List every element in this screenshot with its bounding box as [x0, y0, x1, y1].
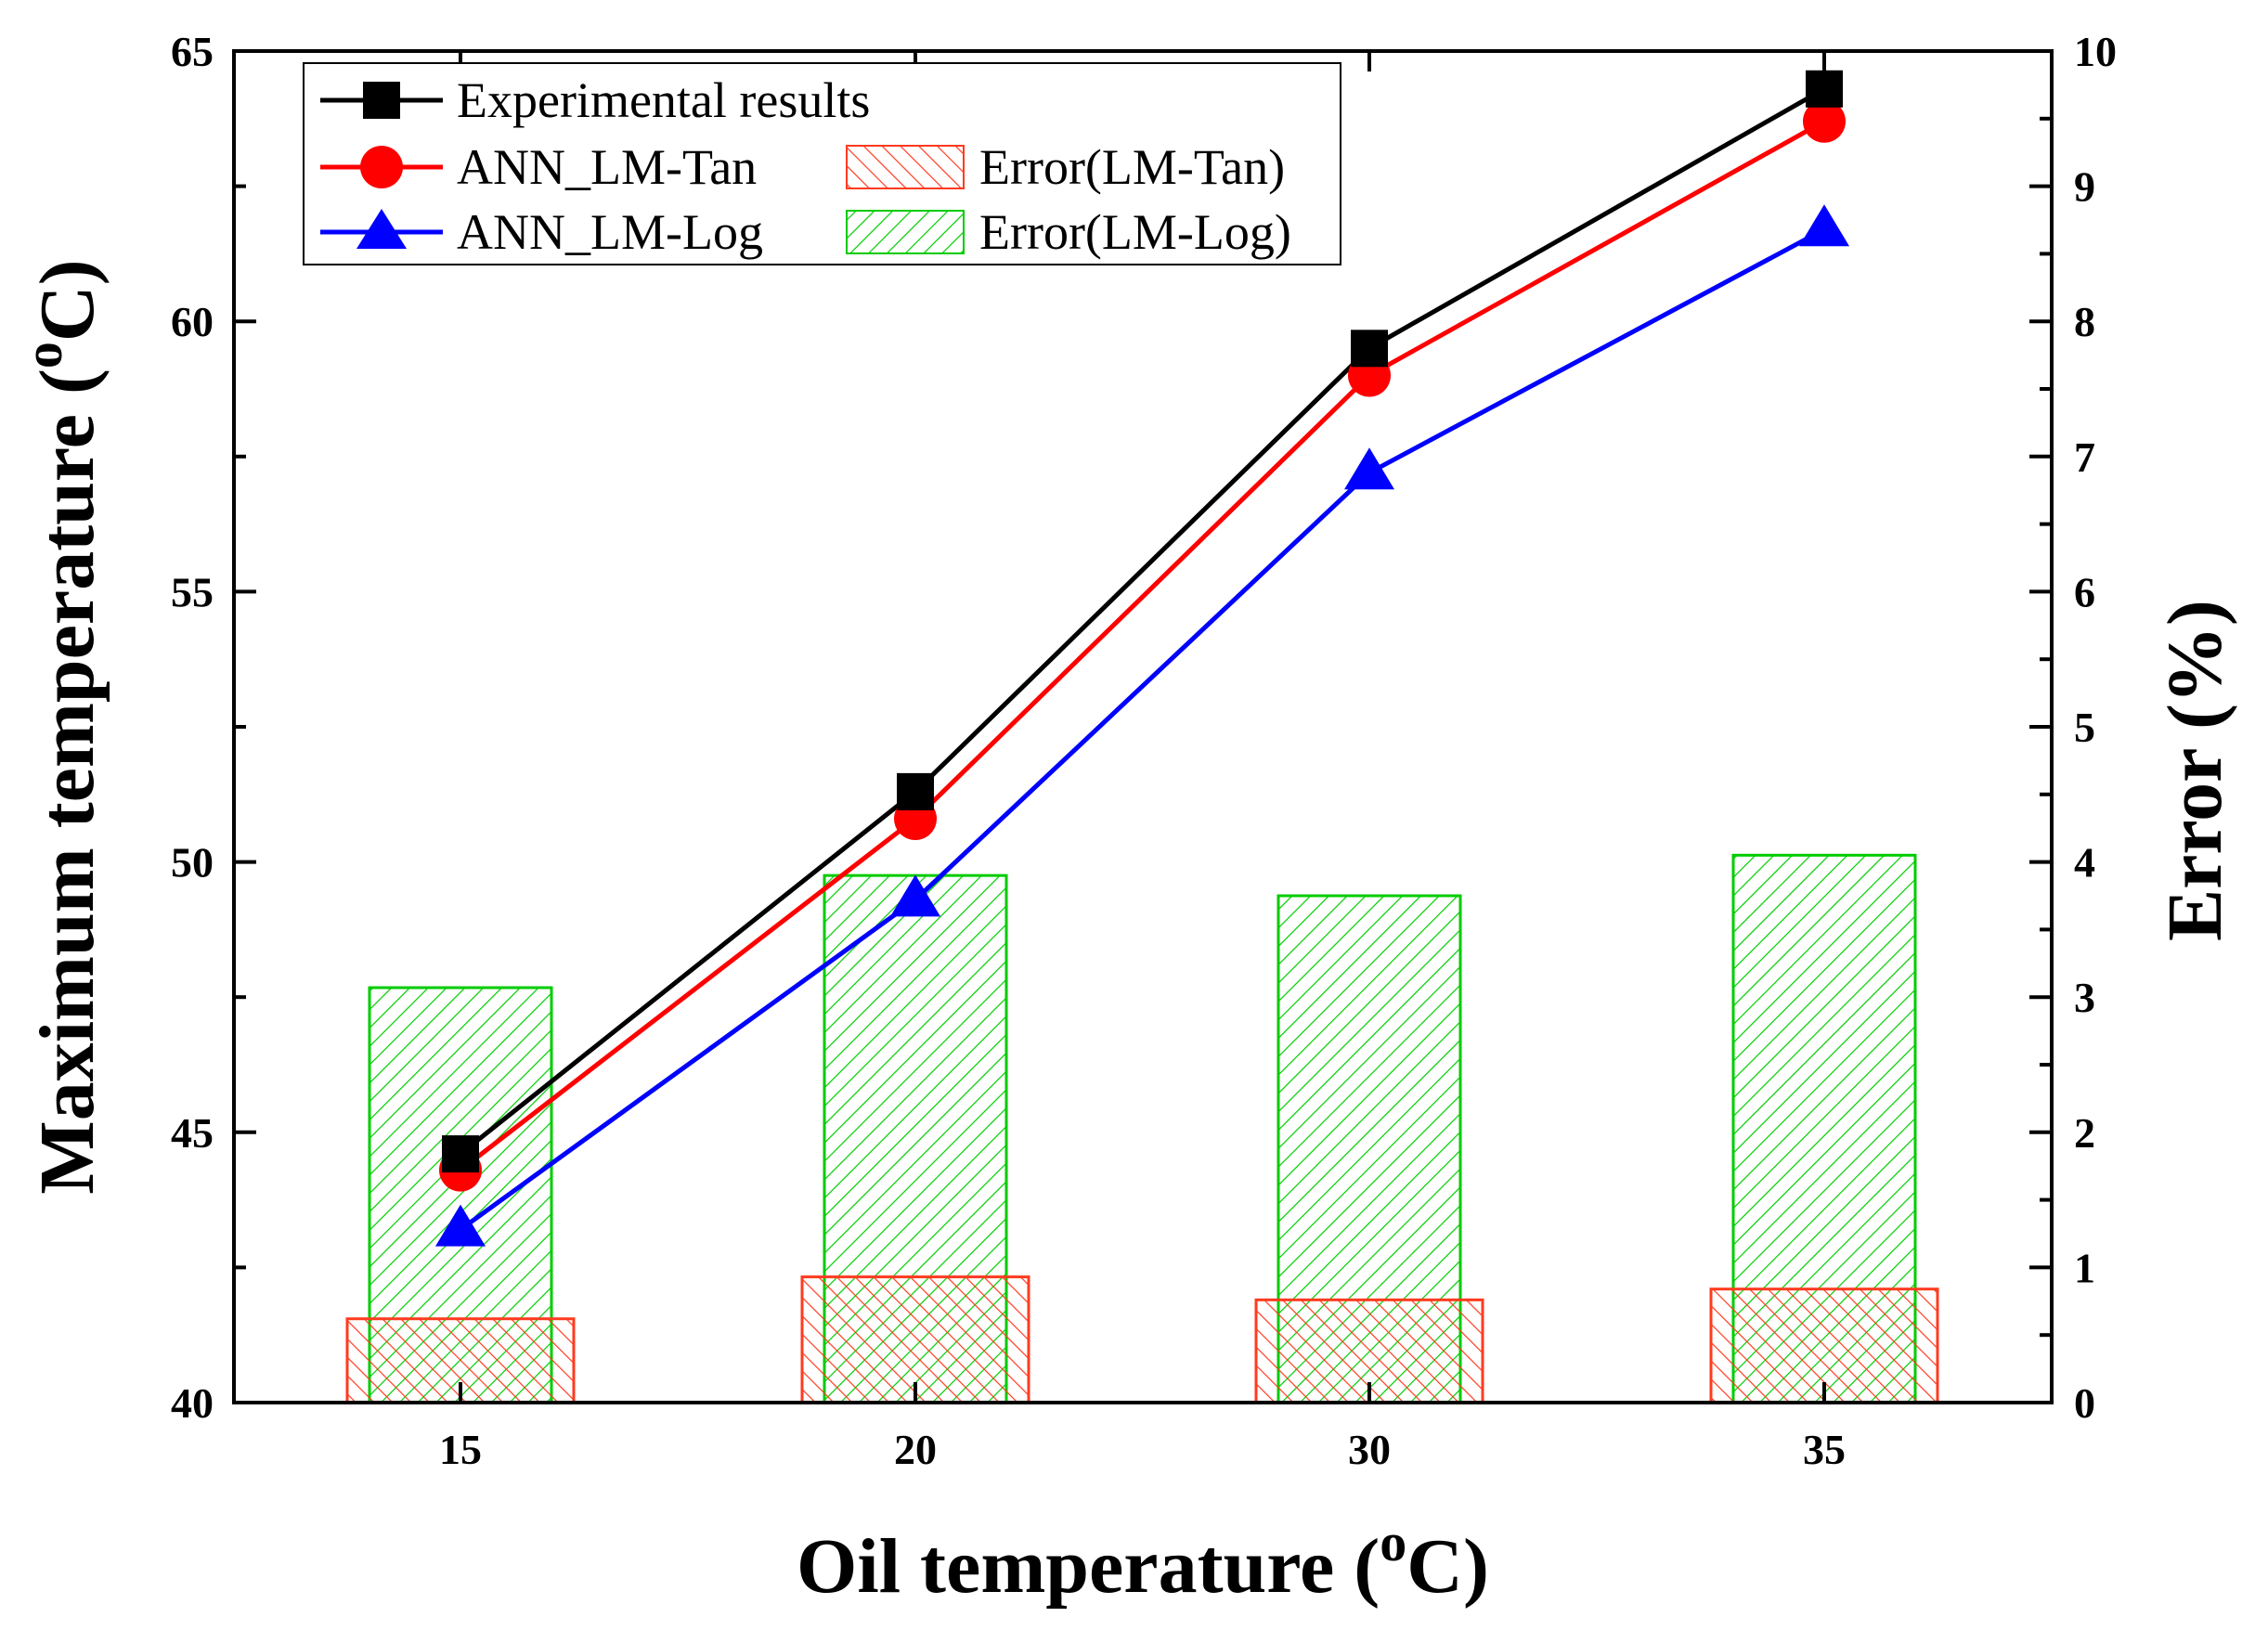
y-left-tick-label: 45	[171, 1109, 214, 1157]
series-line-square	[459, 86, 1826, 1157]
y-left-tick-label: 60	[171, 298, 214, 345]
series-line-circle	[459, 119, 1826, 1172]
y-right-tick-label: 0	[2074, 1379, 2095, 1427]
y-right-tick-label: 4	[2074, 839, 2095, 886]
point-ann-lm-log	[435, 1204, 486, 1247]
legend-marker-circle	[360, 146, 403, 188]
legend-marker-square	[363, 82, 400, 119]
y-right-tick-label: 6	[2074, 568, 2095, 615]
y-right-tick-label: 7	[2074, 433, 2095, 481]
y-right-tick-label: 9	[2074, 163, 2095, 211]
legend-label-lm-tan: ANN_LM-Tan	[457, 139, 757, 195]
legend-swatch-error-tan	[846, 145, 965, 189]
x-tick-label: 35	[1803, 1426, 1846, 1473]
point-ann-lm-log	[1344, 447, 1394, 490]
point-experimental	[1351, 330, 1388, 368]
x-tick-label: 15	[439, 1426, 482, 1473]
legend-swatch-error-log	[846, 210, 965, 254]
series-line-triangle	[459, 226, 1826, 1232]
y-right-tick-label: 10	[2074, 28, 2117, 75]
series-lines	[459, 86, 1826, 1232]
legend-marker-triangle	[356, 209, 407, 249]
point-experimental	[442, 1135, 479, 1173]
x-axis-title: Oil temperature (oC)	[797, 1512, 1489, 1610]
point-ann-lm-log	[1799, 204, 1849, 247]
y-left-tick-label: 55	[171, 568, 214, 615]
y-right-tick-label: 3	[2074, 974, 2095, 1021]
point-ann-lm-tan	[1803, 99, 1846, 143]
bar-error-lm-tan	[800, 1275, 1030, 1404]
series-markers	[435, 70, 1849, 1247]
legend-label-error-tan: Error(LM-Tan)	[979, 139, 1285, 195]
y-right-tick-label: 5	[2074, 704, 2095, 751]
x-tick-label: 20	[894, 1426, 937, 1473]
legend-label-lm-log: ANN_LM-Log	[457, 204, 763, 260]
y-left-tick-label: 65	[171, 28, 214, 75]
legend: Experimental results ANN_LM-Tan ANN_LM-L…	[303, 62, 1341, 265]
point-experimental	[1806, 70, 1843, 108]
point-experimental	[897, 772, 934, 810]
error-bars	[345, 853, 1939, 1404]
y-left-tick-label: 40	[171, 1379, 214, 1427]
y-right-tick-label: 1	[2074, 1244, 2095, 1291]
y-right-tick-label: 2	[2074, 1109, 2095, 1157]
y-axis-right-title: Error (%)	[2152, 600, 2238, 941]
x-tick-label: 30	[1348, 1426, 1391, 1473]
y-right-tick-label: 8	[2074, 298, 2095, 345]
legend-box	[303, 62, 1341, 265]
legend-label-error-log: Error(LM-Log)	[979, 204, 1291, 260]
legend-label-experimental: Experimental results	[457, 72, 870, 128]
y-axis-left-title: Maximum temperature (oC)	[13, 259, 110, 1194]
point-ann-lm-log	[890, 874, 940, 917]
y-left-tick-label: 50	[171, 839, 214, 886]
